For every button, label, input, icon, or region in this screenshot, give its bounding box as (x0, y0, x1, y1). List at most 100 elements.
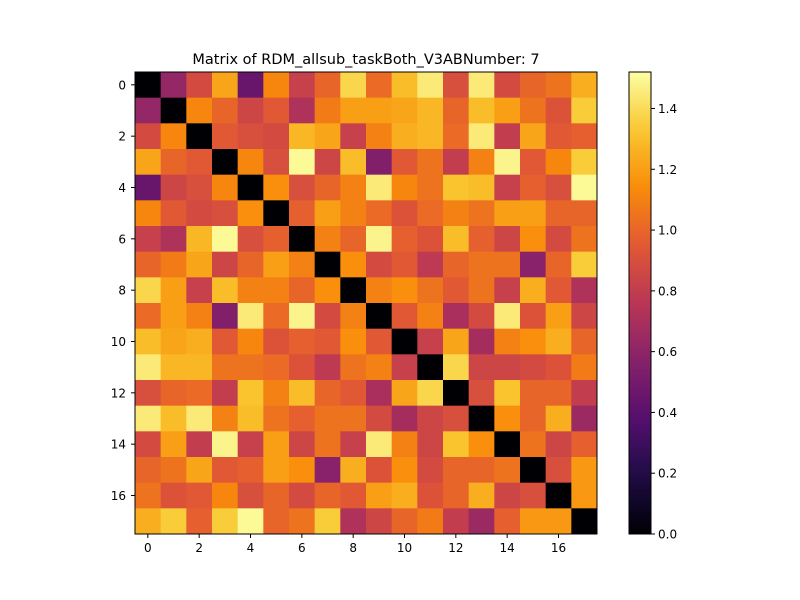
heatmap-cell (160, 251, 187, 278)
heatmap-cell (520, 354, 547, 381)
heatmap-cell (571, 380, 598, 407)
heatmap-cell (520, 431, 547, 458)
heatmap-cell (468, 354, 495, 381)
heatmap-cell (160, 123, 187, 150)
heatmap-cell (340, 354, 367, 381)
heatmap-cell (391, 200, 418, 227)
heatmap-cell (417, 200, 444, 227)
heatmap-cell (237, 431, 264, 458)
heatmap-cell (237, 328, 264, 355)
heatmap-cell (391, 431, 418, 458)
heatmap-cell (160, 226, 187, 253)
heatmap-cell (571, 72, 598, 99)
heatmap-cell (443, 328, 470, 355)
heatmap-cell (237, 149, 264, 176)
heatmap-cell (443, 149, 470, 176)
heatmap-cell (135, 482, 162, 509)
colorbar-tick-label: 0.6 (658, 345, 677, 359)
heatmap-cell (212, 482, 239, 509)
x-tick-label: 0 (144, 541, 152, 555)
colorbar-tick-label: 0.4 (658, 406, 677, 420)
heatmap-cell (494, 72, 521, 99)
heatmap-cell (289, 431, 316, 458)
heatmap-cell (340, 328, 367, 355)
heatmap-cell (391, 303, 418, 330)
heatmap-cell (520, 149, 547, 176)
heatmap-cell (289, 277, 316, 304)
heatmap-cell (545, 97, 572, 124)
heatmap-cell (212, 431, 239, 458)
heatmap-cell (443, 226, 470, 253)
colorbar (629, 72, 651, 534)
heatmap-cell (160, 380, 187, 407)
heatmap-cell (494, 328, 521, 355)
heatmap-cell (212, 174, 239, 201)
heatmap-cell (135, 380, 162, 407)
heatmap-cell (366, 97, 393, 124)
heatmap-cell (571, 200, 598, 227)
heatmap-cell (135, 226, 162, 253)
heatmap-cell (289, 303, 316, 330)
heatmap-cell (520, 174, 547, 201)
heatmap-cell (135, 405, 162, 432)
heatmap-cell (237, 200, 264, 227)
heatmap-cell (212, 251, 239, 278)
y-tick-label: 14 (111, 438, 126, 452)
heatmap-cell (160, 508, 187, 535)
heatmap-cell (494, 303, 521, 330)
heatmap-cell (160, 72, 187, 99)
heatmap-cell (468, 123, 495, 150)
heatmap-cell (468, 380, 495, 407)
heatmap-cell (135, 431, 162, 458)
heatmap-cell (263, 251, 290, 278)
y-tick-label: 16 (111, 489, 126, 503)
heatmap-cell (212, 405, 239, 432)
heatmap-cell (237, 457, 264, 484)
heatmap-cell (186, 251, 213, 278)
colorbar-axis: 0.0 0.2 0.4 0.6 0.8 1.0 1.2 1.4 (651, 102, 677, 542)
x-tick-label: 2 (195, 541, 203, 555)
heatmap-cell (494, 226, 521, 253)
heatmap-cell (366, 431, 393, 458)
y-axis: 0 2 4 6 8 10 12 14 16 (111, 78, 135, 503)
heatmap-cell (263, 508, 290, 535)
y-tick-label: 4 (118, 181, 126, 195)
heatmap-cell (545, 251, 572, 278)
heatmap-cell (289, 226, 316, 253)
heatmap-cell (212, 508, 239, 535)
heatmap-cell (160, 457, 187, 484)
y-tick-label: 2 (118, 130, 126, 144)
heatmap-cell (314, 174, 341, 201)
heatmap-cell (391, 251, 418, 278)
heatmap-cell (545, 149, 572, 176)
heatmap-cell (520, 97, 547, 124)
heatmap-cell (289, 174, 316, 201)
heatmap-cell (263, 303, 290, 330)
heatmap-cell (571, 123, 598, 150)
heatmap-cell (212, 457, 239, 484)
heatmap-cell (391, 328, 418, 355)
heatmap-cell (545, 303, 572, 330)
heatmap-cell (468, 200, 495, 227)
heatmap-cell (135, 123, 162, 150)
colorbar-tick-label: 0.0 (658, 528, 677, 542)
heatmap-cell (494, 97, 521, 124)
heatmap-cell (494, 149, 521, 176)
heatmap-cell (135, 251, 162, 278)
heatmap-cell (135, 508, 162, 535)
heatmap-cell (494, 405, 521, 432)
heatmap-cell (263, 405, 290, 432)
heatmap-cell (417, 174, 444, 201)
heatmap-cell (468, 405, 495, 432)
x-tick-label: 12 (448, 541, 463, 555)
heatmap-cell (160, 482, 187, 509)
heatmap-cell (289, 457, 316, 484)
heatmap-cell (417, 380, 444, 407)
heatmap-cell (520, 200, 547, 227)
heatmap-cell (417, 328, 444, 355)
heatmap-cell (314, 149, 341, 176)
heatmap-cell (443, 174, 470, 201)
heatmap-cell (391, 380, 418, 407)
heatmap-cell (237, 97, 264, 124)
heatmap-cell (545, 328, 572, 355)
